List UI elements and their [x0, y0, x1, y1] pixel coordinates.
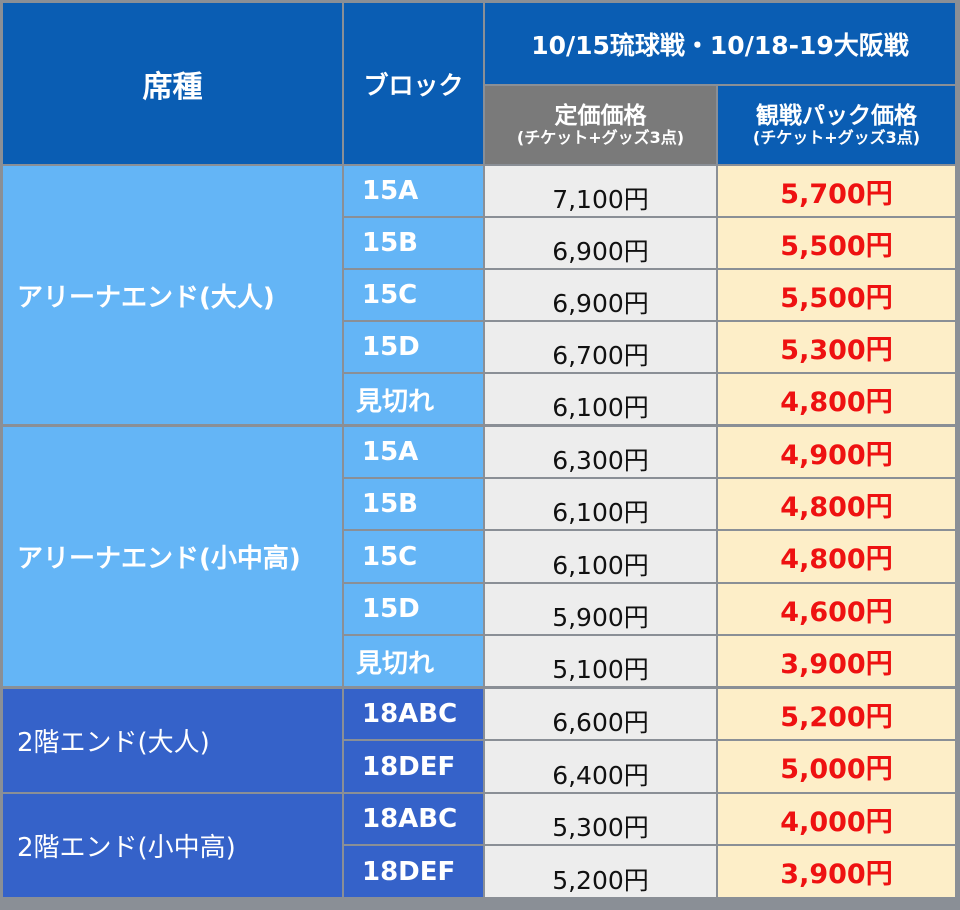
- pack-price-cell: 5,700円: [718, 166, 955, 216]
- regular-price-cell: 6,100円: [485, 479, 716, 529]
- header-regular-price-label: 定価価格: [554, 102, 647, 129]
- pack-price-cell: 4,800円: [718, 374, 955, 424]
- pack-price-cell: 5,000円: [718, 741, 955, 792]
- pack-price-cell: 4,800円: [718, 531, 955, 582]
- pack-price-cell: 3,900円: [718, 846, 955, 897]
- regular-price-cell: 6,400円: [485, 741, 716, 792]
- seat-type-arena-adult: アリーナエンド(大人): [3, 166, 342, 424]
- pack-price-cell: 3,900円: [718, 636, 955, 686]
- pack-price-cell: 4,900円: [718, 427, 955, 477]
- regular-price-cell: 6,100円: [485, 374, 716, 424]
- block-cell: 15C: [344, 270, 483, 320]
- regular-price-cell: 6,100円: [485, 531, 716, 582]
- pack-price-cell: 5,300円: [718, 322, 955, 372]
- block-cell: 15C: [344, 531, 483, 582]
- regular-price-cell: 6,300円: [485, 427, 716, 477]
- regular-price-cell: 5,200円: [485, 846, 716, 897]
- block-cell: 15A: [344, 166, 483, 216]
- regular-price-cell: 6,600円: [485, 689, 716, 739]
- regular-price-cell: 5,300円: [485, 794, 716, 844]
- block-cell: 18DEF: [344, 846, 483, 897]
- header-seat-type: 席種: [3, 3, 342, 164]
- pack-price-cell: 4,800円: [718, 479, 955, 529]
- header-event-dates: 10/15琉球戦・10/18-19大阪戦: [485, 3, 955, 84]
- regular-price-cell: 6,900円: [485, 218, 716, 268]
- regular-price-cell: 5,100円: [485, 636, 716, 686]
- block-cell: 見切れ: [344, 374, 483, 424]
- block-cell: 18ABC: [344, 689, 483, 739]
- header-pack-price: 観戦パック価格 (チケット+グッズ3点): [718, 86, 955, 164]
- block-cell: 15D: [344, 584, 483, 634]
- seat-type-arena-child: アリーナエンド(小中高): [3, 427, 342, 686]
- header-pack-price-label: 観戦パック価格: [756, 102, 917, 129]
- header-regular-price-note: (チケット+グッズ3点): [516, 128, 685, 148]
- pack-price-cell: 5,500円: [718, 270, 955, 320]
- regular-price-cell: 6,900円: [485, 270, 716, 320]
- regular-price-cell: 5,900円: [485, 584, 716, 634]
- block-cell: 見切れ: [344, 636, 483, 686]
- header-regular-price: 定価価格 (チケット+グッズ3点): [485, 86, 716, 164]
- header-pack-price-note: (チケット+グッズ3点): [752, 128, 921, 148]
- pack-price-cell: 5,200円: [718, 689, 955, 739]
- pack-price-cell: 4,000円: [718, 794, 955, 844]
- regular-price-cell: 7,100円: [485, 166, 716, 216]
- block-cell: 15B: [344, 479, 483, 529]
- pack-price-cell: 5,500円: [718, 218, 955, 268]
- pack-price-cell: 4,600円: [718, 584, 955, 634]
- block-cell: 15A: [344, 427, 483, 477]
- header-block: ブロック: [344, 3, 483, 164]
- block-cell: 18ABC: [344, 794, 483, 844]
- seat-type-upper-adult: 2階エンド(大人): [3, 689, 342, 792]
- seat-type-upper-child: 2階エンド(小中高): [3, 794, 342, 897]
- regular-price-cell: 6,700円: [485, 322, 716, 372]
- block-cell: 15D: [344, 322, 483, 372]
- block-cell: 15B: [344, 218, 483, 268]
- block-cell: 18DEF: [344, 741, 483, 792]
